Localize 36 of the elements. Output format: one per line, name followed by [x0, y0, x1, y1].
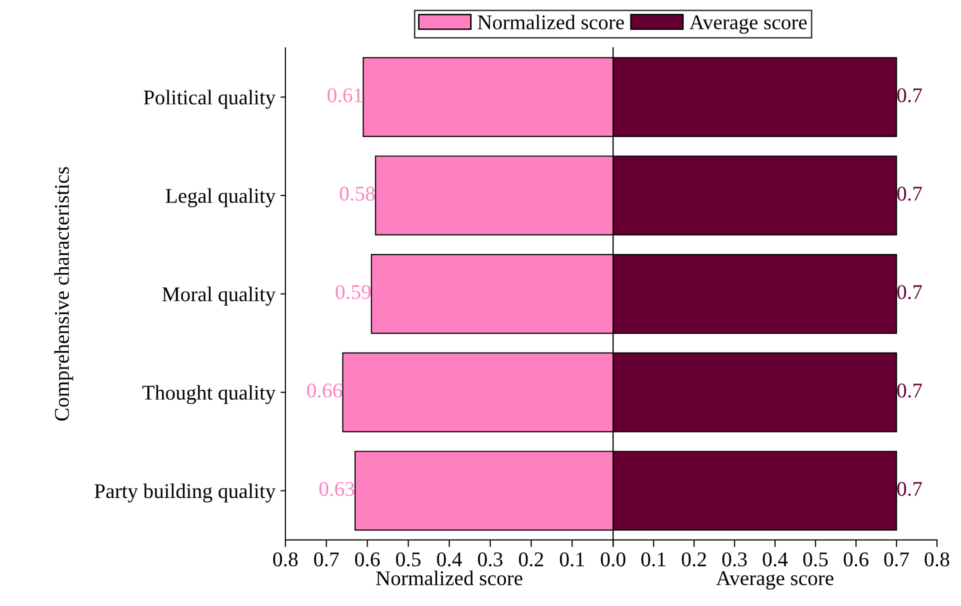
x-tick-label: 0.4: [437, 552, 462, 567]
data-label: 0.7: [897, 383, 922, 398]
x-tick-label: 0.1: [560, 552, 584, 567]
y-tick-label: Legal quality: [166, 188, 276, 208]
x-tick-label: 0.8: [273, 552, 298, 567]
x-tick-label: 0.2: [518, 552, 544, 567]
y-tick-label: Moral quality: [162, 286, 276, 306]
x-tick-label: 0.2: [682, 552, 706, 567]
x-tick-label: 0.7: [884, 552, 909, 567]
data-label: 0.63: [319, 482, 354, 496]
x-tick-label: 0.6: [844, 552, 868, 567]
series-label: Average score: [689, 15, 807, 34]
data-label: 0.61: [328, 88, 362, 102]
x-tick-label: 0.8: [924, 552, 950, 567]
y-tick-label: Party building quality: [94, 484, 276, 502]
x-tick-label: 0.5: [396, 552, 421, 567]
y-tick-label: Thought quality: [142, 385, 276, 404]
x-tick-label: 0.4: [762, 552, 788, 567]
x-tick-label: 0.3: [478, 552, 502, 567]
data-label: 0.7: [897, 285, 922, 300]
x-tick-label: 0.0: [600, 552, 626, 567]
x-axis-title: Normalized score: [376, 570, 522, 586]
data-label: 0.59: [336, 285, 371, 300]
data-label: 0.7: [897, 482, 922, 496]
x-tick-label: 0.7: [314, 552, 339, 567]
x-tick-label: 0.6: [355, 552, 380, 567]
y-tick-label: Political quality: [144, 90, 276, 109]
data-label: 0.58: [340, 186, 375, 201]
data-label: 0.7: [897, 186, 922, 201]
x-tick-label: 0.5: [803, 552, 828, 567]
data-label: 0.7: [897, 88, 922, 102]
x-axis-title: Average score: [716, 571, 834, 590]
y-axis-title: Comprehensive characteristics: [54, 167, 74, 421]
x-tick-label: 0.1: [641, 552, 666, 567]
legend-label: Normalized score: [478, 14, 624, 30]
x-tick-label: 0.3: [722, 552, 747, 567]
